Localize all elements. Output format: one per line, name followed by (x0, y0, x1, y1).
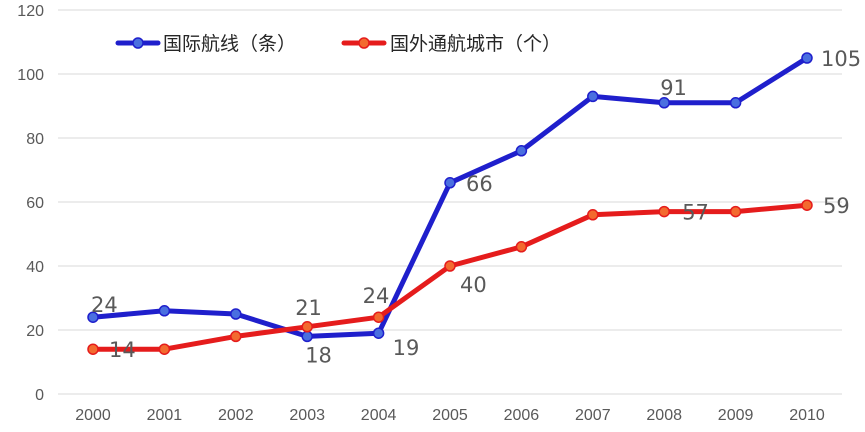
series-1-point (588, 91, 598, 101)
data-label-series-1: 18 (305, 343, 332, 367)
data-label-series-1: 66 (466, 172, 493, 196)
y-tick-label: 120 (17, 3, 44, 20)
series-1-point (159, 306, 169, 316)
data-label-series-2: 14 (109, 338, 136, 362)
y-tick-label: 20 (26, 323, 44, 340)
series-1-point (445, 178, 455, 188)
x-tick-label: 2002 (218, 407, 254, 424)
x-tick-label: 2004 (361, 407, 397, 424)
data-label-series-2: 57 (682, 201, 709, 225)
series-line-2 (93, 205, 807, 349)
x-tick-label: 2009 (718, 407, 754, 424)
x-axis-ticks: 2000 2001 2002 2003 2004 2005 2006 2007 2008 2009… (75, 407, 825, 424)
y-tick-label: 0 (35, 387, 44, 404)
x-tick-label: 2006 (504, 407, 540, 424)
y-tick-label: 80 (26, 131, 44, 148)
series-1-point (302, 331, 312, 341)
y-tick-label: 60 (26, 195, 44, 212)
data-label-series-1: 91 (660, 76, 687, 100)
series-2-point (516, 242, 526, 252)
legend-item-series-1: 国际航线（条） (118, 33, 296, 55)
y-tick-label: 100 (17, 67, 44, 84)
series-2-point (374, 312, 384, 322)
series-2-point (231, 331, 241, 341)
series-line-1 (93, 58, 807, 336)
series-1-point (231, 309, 241, 319)
legend-swatch-marker-1 (133, 38, 143, 48)
y-axis-ticks: 0 20 40 60 80 100 120 (17, 3, 44, 404)
series-2-point (445, 261, 455, 271)
x-tick-label: 2010 (789, 407, 825, 424)
gridlines (58, 10, 842, 394)
series-2-point (731, 207, 741, 217)
series-1-point (516, 146, 526, 156)
data-label-series-2: 59 (823, 194, 850, 218)
x-tick-label: 2008 (646, 407, 682, 424)
legend-swatch-marker-2 (359, 38, 369, 48)
x-tick-label: 2007 (575, 407, 611, 424)
data-label-series-2: 24 (363, 284, 390, 308)
series-1-point (802, 53, 812, 63)
data-label-series-1: 19 (393, 336, 420, 360)
legend-label-1: 国际航线（条） (163, 33, 296, 55)
x-tick-label: 2003 (289, 407, 325, 424)
series-2-point (302, 322, 312, 332)
data-label-series-1: 105 (821, 47, 861, 71)
series-2-point (802, 200, 812, 210)
series-1-point (374, 328, 384, 338)
data-label-series-1: 24 (91, 293, 118, 317)
series-2-point (588, 210, 598, 220)
legend-label-2: 国外通航城市（个） (390, 33, 561, 55)
legend-item-series-2: 国外通航城市（个） (344, 33, 561, 55)
legend: 国际航线（条） 国外通航城市（个） (118, 33, 561, 55)
series-2-point (88, 344, 98, 354)
x-tick-label: 2000 (75, 407, 111, 424)
x-tick-label: 2001 (147, 407, 183, 424)
series-2-point (159, 344, 169, 354)
y-tick-label: 40 (26, 259, 44, 276)
data-label-series-2: 40 (460, 273, 487, 297)
series-2-point (659, 207, 669, 217)
series-1-point (731, 98, 741, 108)
x-tick-label: 2005 (432, 407, 468, 424)
data-label-series-2: 21 (295, 296, 322, 320)
